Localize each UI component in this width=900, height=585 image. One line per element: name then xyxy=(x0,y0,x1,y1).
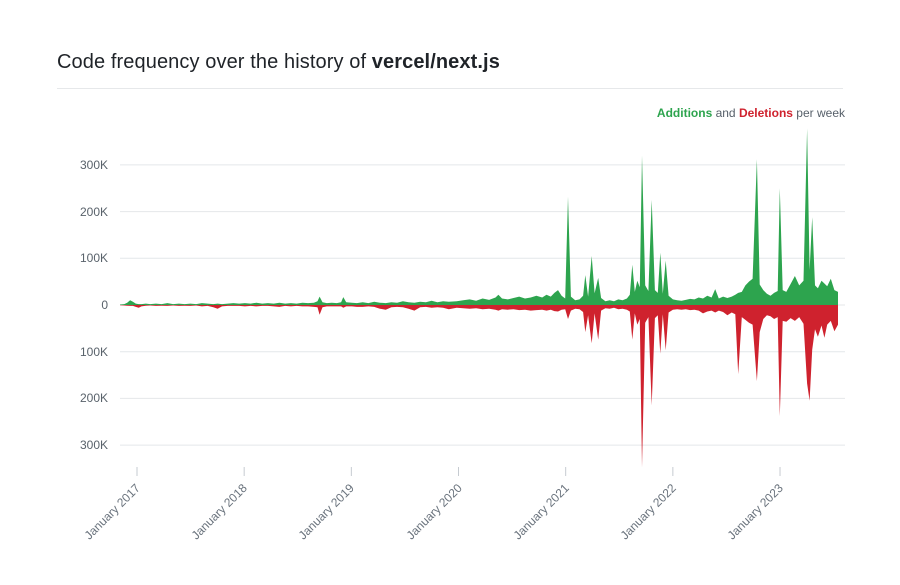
y-axis-label: 300K xyxy=(79,157,108,172)
deletions-area xyxy=(120,305,838,468)
legend-per-week-text: per week xyxy=(792,106,845,120)
legend-additions-label: Additions xyxy=(656,106,713,120)
y-axis-label: 0 xyxy=(101,298,108,312)
y-axis-label: 100K xyxy=(79,344,108,359)
y-axis-label: 300K xyxy=(79,438,108,453)
legend-deletions-label: Deletions xyxy=(738,106,793,120)
repo-name: vercel/next.js xyxy=(371,51,500,73)
title-separator xyxy=(57,88,843,89)
y-axis-label: 200K xyxy=(79,391,108,406)
page-title: Code frequency over the history of verce… xyxy=(57,51,500,74)
legend-and-text: and xyxy=(712,106,739,120)
y-axis-label: 100K xyxy=(79,251,108,266)
additions-area xyxy=(120,128,838,305)
chart-legend: Additions and Deletions per week xyxy=(657,106,845,120)
page-title-prefix: Code frequency over the history of xyxy=(57,51,372,73)
y-axis-label: 200K xyxy=(79,204,108,219)
